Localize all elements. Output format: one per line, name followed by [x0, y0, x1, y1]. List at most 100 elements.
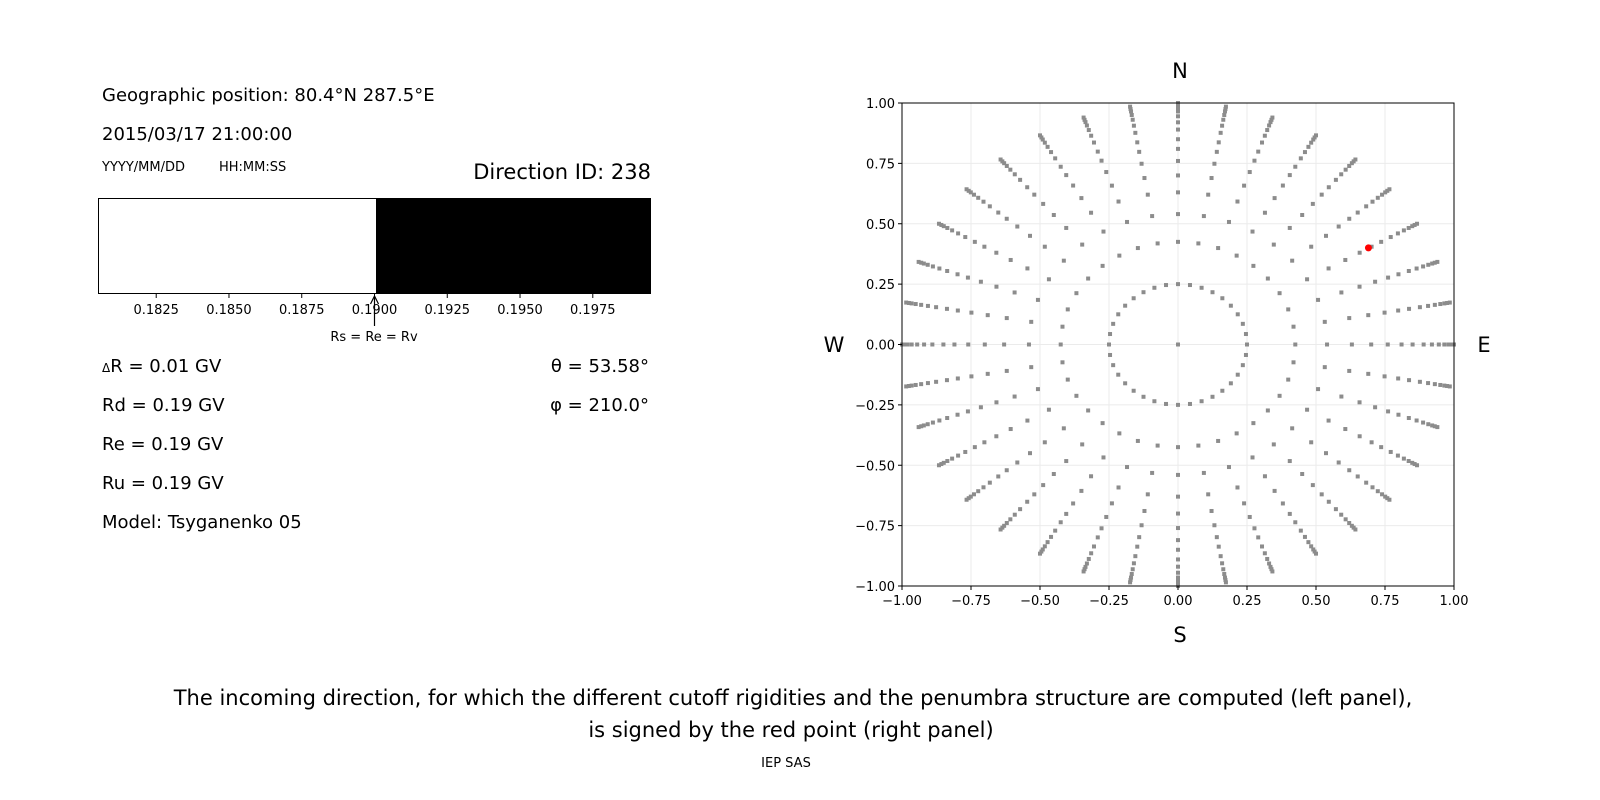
direction-point [1298, 528, 1303, 533]
direction-point [1176, 114, 1180, 119]
direction-point [1142, 176, 1147, 181]
direction-point [1386, 409, 1391, 414]
direction-point [1100, 421, 1105, 426]
direction-point [976, 489, 981, 494]
direction-point [1139, 161, 1144, 166]
direction-point [1287, 173, 1292, 178]
direction-point [1412, 462, 1417, 467]
direction-point [1187, 401, 1192, 406]
direction-point [1357, 400, 1362, 405]
direction-point [1406, 459, 1411, 464]
direction-point [915, 342, 920, 347]
direction-point [1058, 342, 1063, 347]
direction-point [1176, 105, 1180, 110]
direction-point [1314, 133, 1318, 138]
direction-point [1116, 199, 1121, 204]
direction-point [1130, 567, 1135, 572]
direction-point [939, 462, 944, 467]
direction-point [1375, 489, 1380, 494]
direction-point [1012, 512, 1017, 517]
direction-point [1347, 316, 1352, 321]
direction-point [1084, 123, 1089, 128]
direction-point [1028, 451, 1033, 456]
direction-point [1141, 394, 1146, 399]
direction-point [1176, 570, 1180, 575]
direction-point [1432, 260, 1437, 265]
direction-point [1242, 183, 1247, 188]
x-tick-label: −0.75 [951, 594, 991, 609]
direction-point [945, 268, 950, 273]
direction-point [1265, 276, 1270, 281]
direction-point [1442, 383, 1447, 388]
direction-point [1265, 408, 1270, 413]
direction-point [1086, 276, 1091, 281]
direction-point [1199, 285, 1204, 290]
direction-point [1128, 580, 1133, 585]
direction-point [1199, 399, 1204, 404]
direction-point [1212, 161, 1217, 166]
direction-point [1336, 460, 1341, 465]
direction-point [1223, 577, 1228, 582]
direction-point [978, 279, 983, 284]
direction-point [1333, 507, 1338, 512]
direction-point [1058, 164, 1063, 169]
direction-point [1396, 272, 1401, 277]
direction-point [969, 374, 974, 379]
direction-point [1111, 363, 1116, 368]
direction-point [1028, 233, 1033, 238]
direction-point [1339, 172, 1344, 177]
direction-point [1421, 420, 1426, 425]
direction-point [919, 424, 924, 429]
direction-point [1407, 378, 1412, 383]
direction-point [1310, 201, 1315, 206]
direction-point [1045, 144, 1050, 149]
direction-point [1089, 551, 1094, 556]
direction-point [1176, 190, 1180, 195]
compass-east: E [1477, 333, 1491, 357]
direction-point [1382, 310, 1387, 315]
direction-point [1247, 170, 1252, 175]
direction-point [1265, 128, 1270, 133]
direction-point [1116, 485, 1121, 490]
direction-point [1176, 146, 1180, 151]
direction-point [1004, 468, 1009, 473]
direction-point [1152, 399, 1157, 404]
direction-point [916, 259, 921, 264]
direction-point [1339, 394, 1344, 399]
direction-point [1269, 567, 1274, 572]
direction-point [1176, 575, 1180, 580]
direction-point [1128, 577, 1133, 582]
direction-point [1426, 381, 1431, 386]
direction-point [913, 302, 918, 307]
direction-point [1109, 501, 1114, 506]
direction-point [1216, 544, 1221, 549]
direction-point [1131, 296, 1136, 301]
direction-point [909, 342, 914, 347]
direction-point [934, 305, 939, 310]
direction-point [1406, 225, 1411, 230]
direction-point [1206, 492, 1211, 497]
geographic-position: Geographic position: 80.4°N 287.5°E [102, 85, 435, 106]
direction-point [1051, 471, 1056, 476]
direction-point [1004, 368, 1009, 373]
direction-point [971, 192, 976, 197]
direction-point [1038, 133, 1042, 138]
direction-point [955, 308, 960, 313]
direction-point [1277, 393, 1282, 398]
direction-point [1383, 190, 1388, 195]
direction-point [1235, 485, 1240, 490]
direction-point [1228, 381, 1233, 386]
direction-point [1235, 199, 1240, 204]
direction-point [1176, 120, 1180, 125]
direction-point [1262, 210, 1267, 215]
direction-point [1176, 494, 1180, 499]
re: Re = 0.19 GV [102, 434, 224, 455]
direction-point [1280, 183, 1285, 188]
direction-point [956, 453, 961, 458]
direction-point [1025, 499, 1030, 504]
direction-point [1018, 507, 1023, 512]
direction-point [1388, 235, 1393, 240]
direction-point [1442, 342, 1447, 347]
y-tick-label: 1.00 [866, 97, 895, 112]
direction-point [1326, 185, 1331, 190]
